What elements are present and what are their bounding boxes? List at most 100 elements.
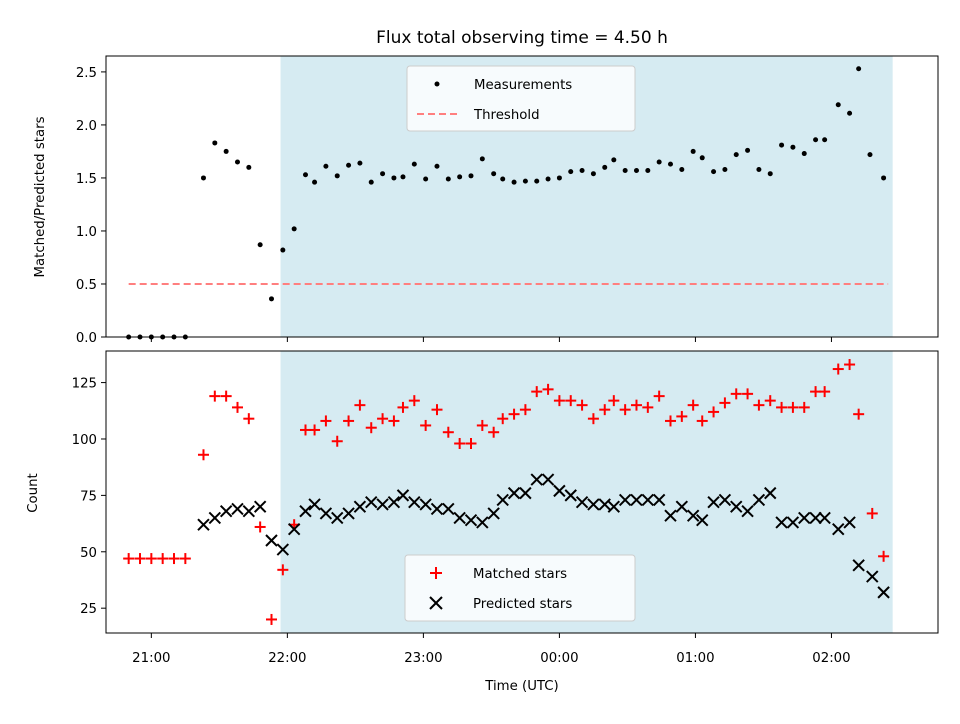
measurement-point xyxy=(522,178,528,184)
measurement-point xyxy=(511,179,517,185)
predicted-star-b xyxy=(496,493,509,507)
measurement-point xyxy=(611,157,617,163)
predicted-star-b xyxy=(519,486,532,500)
predicted-star-b xyxy=(652,493,666,507)
matched-star-point xyxy=(798,401,810,413)
matched-star-point xyxy=(776,401,788,413)
matched-star-point xyxy=(730,388,742,400)
predicted-star-point xyxy=(464,513,478,527)
top-y-tick-label: 2.5 xyxy=(76,66,97,81)
predicted-star-point xyxy=(598,498,611,511)
bottom-y-ticks: 25 50 75 100 125 xyxy=(72,377,106,617)
matched-star-point xyxy=(220,390,232,402)
matched-star-point xyxy=(157,553,169,565)
measurement-point xyxy=(246,164,252,170)
measurement-point xyxy=(733,152,739,158)
predicted-star-b xyxy=(541,473,555,486)
matched-star-point xyxy=(168,553,180,565)
bottom-x-tick-label: 01:00 xyxy=(676,651,714,666)
predicted-star-b xyxy=(675,500,689,513)
predicted-star-b xyxy=(575,495,589,509)
matched-star-point xyxy=(619,404,631,416)
measurement-point xyxy=(200,175,206,181)
measurement-point xyxy=(867,152,873,158)
measurement-point xyxy=(645,168,651,174)
matched-star-point xyxy=(608,395,620,407)
bottom-legend: Matched stars Predicted stars xyxy=(404,554,636,622)
predicted-star-b xyxy=(197,518,210,531)
predicted-star-point xyxy=(786,516,800,529)
predicted-star-point xyxy=(832,523,845,536)
measurement-point xyxy=(779,142,785,148)
predicted-star-b xyxy=(707,495,720,509)
matched-star-point xyxy=(309,424,321,436)
measurement-point xyxy=(368,179,374,185)
measurement-point xyxy=(423,176,429,182)
measurement-point xyxy=(756,166,762,172)
top-y-tick-label: 2.0 xyxy=(76,119,97,134)
legend-matched-marker xyxy=(430,567,442,579)
measurement-point xyxy=(667,161,673,167)
measurement-point xyxy=(822,137,828,143)
predicted-star-point xyxy=(675,500,689,513)
predicted-star-b xyxy=(430,502,444,516)
matched-star-point xyxy=(497,413,509,425)
top-y-tick-label: 0.5 xyxy=(76,278,97,293)
legend-measurements-label: Measurements xyxy=(474,78,572,93)
bottom-x-axis-label: Time (UTC) xyxy=(484,679,559,694)
predicted-star-b xyxy=(276,543,290,556)
predicted-star-b xyxy=(866,570,879,583)
measurement-point xyxy=(280,247,286,253)
predicted-star-point xyxy=(430,502,444,516)
measurement-point xyxy=(790,144,796,150)
predicted-star-b xyxy=(231,502,244,516)
predicted-star-point xyxy=(618,493,632,507)
measurement-point xyxy=(457,174,463,180)
predicted-star-b xyxy=(832,523,845,536)
predicted-star-b xyxy=(752,493,766,507)
matched-star-point xyxy=(243,413,255,425)
top-y-tick-label: 0.0 xyxy=(76,331,97,346)
predicted-star-point xyxy=(387,495,401,509)
measurement-point xyxy=(801,151,807,157)
predicted-star-point xyxy=(276,543,290,556)
predicted-star-b xyxy=(564,489,577,502)
measurement-point xyxy=(391,175,397,181)
predicted-star-b xyxy=(809,511,822,525)
predicted-star-b xyxy=(387,495,401,509)
predicted-star-b xyxy=(641,493,655,507)
predicted-star-b xyxy=(453,511,466,525)
predicted-star-b xyxy=(764,486,777,500)
top-y-ticks: 0.0 0.5 1.0 1.5 2.0 2.5 xyxy=(76,66,106,346)
legend-predicted-label: Predicted stars xyxy=(473,597,572,612)
bottom-x-ticks: 21:00 22:00 23:00 00:00 01:00 02:00 xyxy=(132,633,851,666)
measurement-point xyxy=(479,156,485,162)
measurement-point xyxy=(690,148,696,154)
predicted-star-b xyxy=(630,493,643,507)
predicted-star-b xyxy=(530,473,543,486)
matched-star-point xyxy=(742,388,754,400)
measurement-point xyxy=(881,175,887,181)
measurement-point xyxy=(212,140,218,146)
predicted-star-b xyxy=(798,511,811,525)
predicted-star-point xyxy=(442,502,455,516)
predicted-star-point xyxy=(798,511,811,525)
measurement-point xyxy=(722,166,728,172)
top-y-axis-label: Matched/Predicted stars xyxy=(33,116,48,277)
matched-star-point xyxy=(719,397,731,409)
predicted-star-point xyxy=(208,511,222,525)
matched-star-point xyxy=(787,401,799,413)
predicted-star-point xyxy=(231,502,244,516)
matched-star-point xyxy=(408,395,420,407)
predicted-star-b xyxy=(408,495,421,509)
predicted-star-point xyxy=(587,498,600,511)
measurement-point xyxy=(302,172,308,178)
predicted-star-point xyxy=(219,504,233,518)
matched-star-point xyxy=(753,399,765,411)
measurement-point xyxy=(656,159,662,165)
measurement-point xyxy=(334,173,340,179)
measurement-point xyxy=(622,168,628,174)
matched-star-point xyxy=(676,410,688,422)
bottom-series-layer xyxy=(123,359,890,625)
predicted-star-b xyxy=(253,500,267,513)
